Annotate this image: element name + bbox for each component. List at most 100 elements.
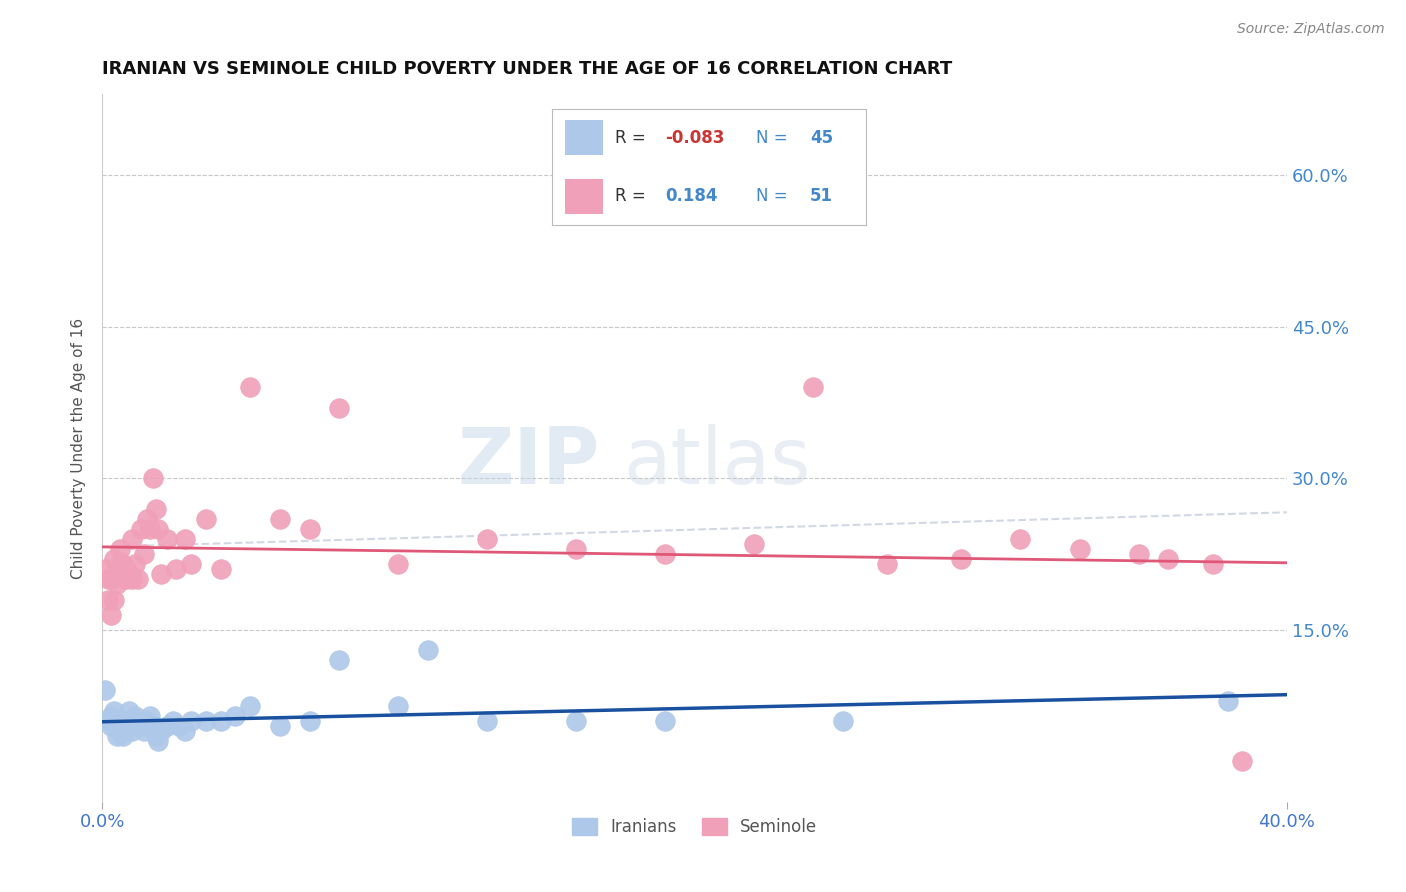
- Point: [298, 522, 321, 536]
- Point: [108, 714, 131, 728]
- Point: [100, 719, 122, 733]
- Point: [111, 729, 134, 743]
- Point: [138, 522, 160, 536]
- Text: ZIP: ZIP: [457, 425, 600, 500]
- Point: [1202, 557, 1225, 571]
- Point: [108, 723, 131, 738]
- Point: [148, 734, 170, 748]
- Point: [121, 572, 143, 586]
- Text: Source: ZipAtlas.com: Source: ZipAtlas.com: [1237, 22, 1385, 37]
- Point: [100, 607, 122, 622]
- Point: [387, 698, 409, 713]
- Point: [150, 723, 173, 738]
- Point: [138, 708, 160, 723]
- Point: [100, 708, 122, 723]
- Point: [1157, 552, 1180, 566]
- Point: [129, 719, 152, 733]
- Point: [100, 572, 122, 586]
- Point: [162, 714, 184, 728]
- Point: [224, 708, 246, 723]
- Point: [115, 719, 138, 733]
- Point: [132, 547, 155, 561]
- Legend: Iranians, Seminole: Iranians, Seminole: [565, 811, 824, 843]
- Point: [328, 401, 350, 415]
- Point: [831, 714, 853, 728]
- Point: [194, 714, 217, 728]
- Point: [876, 557, 898, 571]
- Point: [174, 532, 197, 546]
- Point: [124, 708, 146, 723]
- Point: [1128, 547, 1150, 561]
- Point: [239, 380, 262, 394]
- Point: [118, 567, 141, 582]
- Point: [111, 557, 134, 571]
- Point: [111, 714, 134, 728]
- Point: [477, 532, 499, 546]
- Point: [108, 541, 131, 556]
- Point: [103, 704, 125, 718]
- Point: [127, 714, 149, 728]
- Point: [654, 714, 676, 728]
- Point: [105, 719, 128, 733]
- Point: [180, 714, 202, 728]
- Point: [94, 562, 117, 576]
- Point: [97, 592, 120, 607]
- Point: [156, 719, 179, 733]
- Point: [209, 562, 232, 576]
- Point: [105, 562, 128, 576]
- Point: [801, 380, 824, 394]
- Point: [565, 541, 588, 556]
- Point: [145, 729, 167, 743]
- Point: [742, 537, 765, 551]
- Point: [654, 547, 676, 561]
- Point: [105, 729, 128, 743]
- Point: [103, 552, 125, 566]
- Text: atlas: atlas: [623, 425, 811, 500]
- Text: IRANIAN VS SEMINOLE CHILD POVERTY UNDER THE AGE OF 16 CORRELATION CHART: IRANIAN VS SEMINOLE CHILD POVERTY UNDER …: [103, 60, 952, 78]
- Point: [950, 552, 973, 566]
- Point: [103, 714, 125, 728]
- Point: [239, 698, 262, 713]
- Point: [174, 723, 197, 738]
- Point: [298, 714, 321, 728]
- Point: [115, 562, 138, 576]
- Point: [97, 572, 120, 586]
- Point: [1232, 754, 1254, 768]
- Point: [165, 562, 187, 576]
- Point: [115, 572, 138, 586]
- Point: [121, 532, 143, 546]
- Point: [118, 704, 141, 718]
- Point: [269, 719, 291, 733]
- Point: [103, 592, 125, 607]
- Point: [1069, 541, 1091, 556]
- Point: [135, 714, 157, 728]
- Point: [180, 557, 202, 571]
- Point: [121, 714, 143, 728]
- Point: [108, 557, 131, 571]
- Point: [94, 683, 117, 698]
- Point: [129, 522, 152, 536]
- Point: [150, 567, 173, 582]
- Point: [477, 714, 499, 728]
- Point: [269, 512, 291, 526]
- Point: [142, 471, 165, 485]
- Point: [132, 723, 155, 738]
- Point: [127, 572, 149, 586]
- Point: [148, 522, 170, 536]
- Point: [124, 557, 146, 571]
- Y-axis label: Child Poverty Under the Age of 16: Child Poverty Under the Age of 16: [72, 318, 86, 579]
- Point: [1216, 693, 1239, 707]
- Point: [156, 532, 179, 546]
- Point: [167, 719, 190, 733]
- Point: [209, 714, 232, 728]
- Point: [135, 512, 157, 526]
- Point: [194, 512, 217, 526]
- Point: [565, 714, 588, 728]
- Point: [142, 719, 165, 733]
- Point: [328, 653, 350, 667]
- Point: [97, 714, 120, 728]
- Point: [145, 501, 167, 516]
- Point: [416, 643, 439, 657]
- Point: [121, 723, 143, 738]
- Point: [1010, 532, 1032, 546]
